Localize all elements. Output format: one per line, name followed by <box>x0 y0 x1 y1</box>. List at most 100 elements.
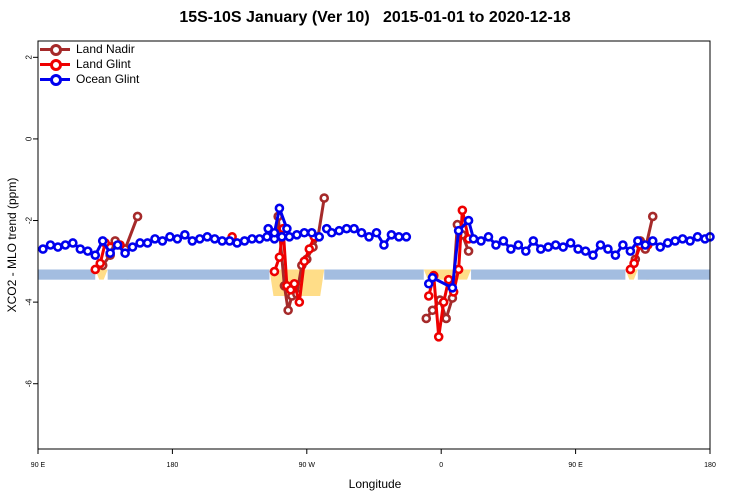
x-tick-label: 90 E <box>31 462 46 469</box>
y-tick-label: -2 <box>25 216 34 224</box>
legend-item-ocean-glint: Ocean Glint <box>40 72 139 87</box>
land-glint-point <box>289 278 300 289</box>
land-glint-point <box>90 264 101 275</box>
ocean-glint-point <box>314 232 325 242</box>
legend-label-ocean-glint: Ocean Glint <box>76 72 140 86</box>
ocean-glint-point <box>655 242 666 252</box>
ocean-glint-point <box>498 236 509 246</box>
ocean-glint-point <box>371 227 382 238</box>
land-nadir-point <box>319 193 330 203</box>
ocean-glint-point <box>202 232 213 242</box>
ocean-glint-point <box>187 236 198 246</box>
y-tick-label: -6 <box>25 380 34 388</box>
ocean-glint-point <box>60 240 71 250</box>
ocean-glint-point <box>401 232 412 242</box>
ocean-glint-point <box>262 232 272 242</box>
land-glint-point <box>457 205 468 216</box>
ocean-glint-point <box>386 230 397 240</box>
ocean-glint-point <box>349 223 359 234</box>
land-nadir-point <box>283 305 293 316</box>
x-axis-label: Longitude <box>348 477 402 491</box>
ocean-glint-point <box>254 234 265 244</box>
x-tick-label: 0 <box>439 462 443 469</box>
ocean-glint-point <box>232 238 242 248</box>
ocean-glint-point <box>633 236 643 246</box>
ocean-glint-point <box>463 215 474 226</box>
ocean-glint-point <box>247 234 257 244</box>
ocean-glint-point <box>513 240 524 250</box>
x-tick-label: 180 <box>704 462 716 469</box>
land-glint-point <box>95 258 106 269</box>
land-glint-point <box>274 252 285 263</box>
land-glint-point <box>423 291 434 301</box>
ocean-glint-point <box>97 236 108 246</box>
ocean-glint-point <box>588 250 598 260</box>
ocean-glint-point <box>618 240 628 250</box>
ocean-glint-point <box>535 244 546 254</box>
land-nadir-point <box>132 211 143 222</box>
land-glint-marker-icon <box>40 57 70 72</box>
plot-frame <box>37 40 711 450</box>
ocean-glint-point <box>217 236 227 246</box>
ocean-glint-point <box>157 236 168 246</box>
series-land-nadir <box>97 193 658 324</box>
ocean-glint-point <box>127 242 138 252</box>
legend-item-land-glint: Land Glint <box>40 57 139 72</box>
x-tick-label: 90 W <box>299 462 316 469</box>
land-glint-point <box>629 258 639 269</box>
ocean-glint-point <box>356 227 367 238</box>
ocean-glint-point <box>565 238 576 248</box>
ocean-glint-point <box>165 232 175 242</box>
land-glint-point <box>304 244 315 254</box>
ocean-glint-point <box>521 246 531 256</box>
ocean-glint-point <box>528 236 539 246</box>
land-nadir-point <box>441 313 451 324</box>
ocean-glint-point <box>662 238 673 248</box>
ocean-band <box>471 269 626 280</box>
land-glint-point <box>438 297 449 307</box>
ocean-glint-point <box>277 232 287 242</box>
land-glint-point <box>443 274 454 285</box>
legend-label-land-glint: Land Glint <box>76 57 131 71</box>
ocean-glint-point <box>180 230 190 240</box>
ocean-glint-point <box>239 236 250 246</box>
land-nadir-point <box>647 211 658 222</box>
ocean-glint-point <box>194 234 205 244</box>
ocean-glint-point <box>172 234 183 244</box>
land-glint-point <box>294 297 305 307</box>
x-tick-label: 180 <box>167 462 179 469</box>
ocean-glint-point <box>341 223 352 234</box>
ocean-glint-point <box>483 232 494 242</box>
ocean-glint-point <box>292 230 302 240</box>
ocean-glint-point <box>82 246 93 256</box>
ocean-glint-point <box>677 234 688 244</box>
ocean-glint-point <box>112 240 123 250</box>
ocean-glint-point <box>379 240 389 250</box>
ocean-glint-point <box>543 242 554 252</box>
y-tick-label: -4 <box>25 298 34 306</box>
legend: Land Nadir Land Glint Ocean Glint <box>40 42 139 87</box>
ocean-glint-point <box>573 244 583 254</box>
ocean-glint-point <box>595 240 606 250</box>
ocean-glint-point <box>640 240 651 250</box>
x-tick-label: 90 E <box>568 462 583 469</box>
land-nadir-point <box>421 313 432 324</box>
land-glint-point <box>299 256 310 267</box>
ocean-glint-marker-icon <box>40 72 70 87</box>
y-tick-label: 0 <box>25 136 34 141</box>
legend-item-land-nadir: Land Nadir <box>40 42 139 57</box>
land-glint-point <box>433 331 444 342</box>
y-axis-label: XCO2 - MLO trend (ppm) <box>5 177 19 313</box>
ocean-band <box>324 269 424 280</box>
land-nadir-marker-icon <box>40 42 70 57</box>
ocean-glint-point <box>476 236 486 246</box>
ocean-glint-point <box>625 246 636 256</box>
ocean-glint-point <box>209 234 220 244</box>
ocean-glint-point <box>558 242 568 252</box>
ocean-glint-point <box>282 223 292 234</box>
ocean-glint-point <box>468 234 479 244</box>
ocean-glint-point <box>610 250 621 260</box>
ocean-glint-point <box>142 238 153 248</box>
ocean-glint-point <box>427 272 438 283</box>
ocean-glint-point <box>38 244 48 254</box>
